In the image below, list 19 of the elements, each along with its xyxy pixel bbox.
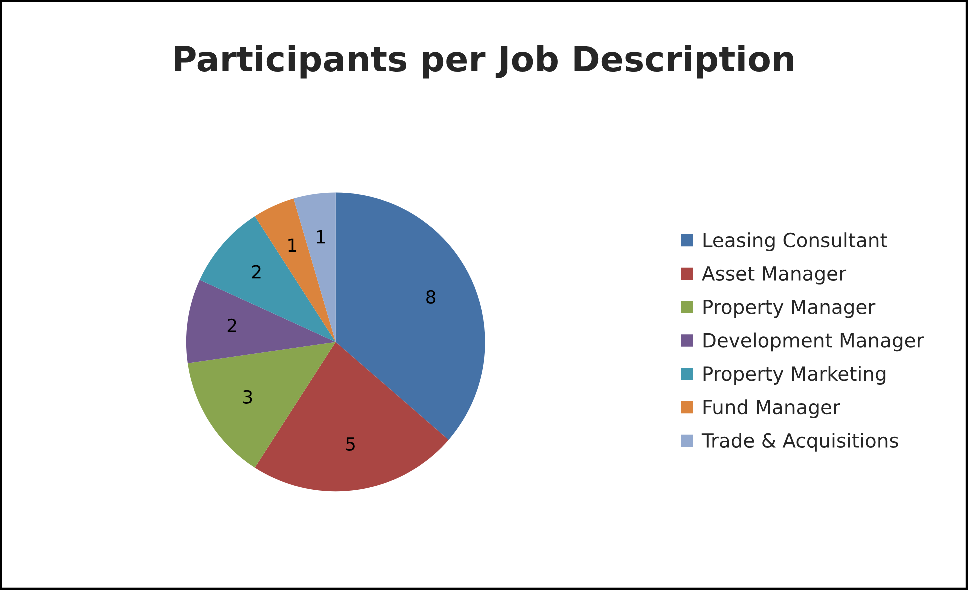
legend-label: Fund Manager bbox=[704, 400, 840, 418]
legend-label: Property Manager bbox=[704, 300, 876, 318]
data-label: 2 bbox=[252, 265, 261, 279]
legend-label: Development Manager bbox=[704, 332, 924, 352]
legend-label: Property Marketing bbox=[704, 366, 886, 386]
data-label: 2 bbox=[228, 318, 236, 332]
data-label: 5 bbox=[346, 438, 355, 451]
data-label: 1 bbox=[288, 238, 297, 252]
data-label: 8 bbox=[426, 290, 436, 304]
legend-label: Asset Manager bbox=[702, 266, 847, 285]
data-label: 3 bbox=[244, 390, 252, 404]
pie-slice bbox=[255, 342, 449, 492]
data-label: 1 bbox=[317, 230, 326, 244]
pie-slice bbox=[186, 280, 336, 364]
legend-label: Trade & Acquisitions bbox=[702, 432, 898, 452]
pie-slice bbox=[188, 342, 336, 468]
pie-slice bbox=[200, 216, 336, 342]
chart-title: Participants per Job Description bbox=[175, 45, 794, 79]
legend-label: Leasing Consultant bbox=[704, 232, 888, 252]
